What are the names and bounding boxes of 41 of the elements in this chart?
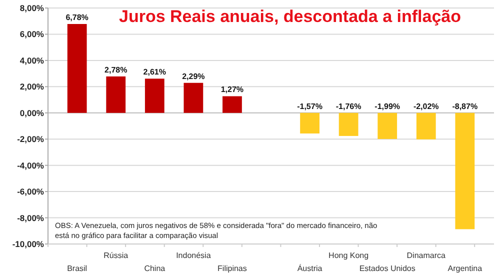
bar [300,112,320,134]
y-tick-label: 2,00% [20,82,44,92]
x-tick-label: Estados Unidos [359,264,416,273]
data-label: -1,57% [297,102,322,111]
data-label: -1,99% [374,102,400,111]
x-tick-label: Brasil [67,264,88,273]
bar [416,112,436,140]
data-label: -8,87% [452,102,478,111]
y-tick-label: -2,00% [17,134,44,144]
y-tick-label: 0,00% [20,108,44,118]
bar [222,96,242,113]
x-tick-label: Indonésia [176,251,212,260]
y-tick-label: 6,00% [20,29,44,40]
data-label: 2,61% [143,68,166,77]
bar [144,78,164,113]
chart-title: Juros Reais anuais, descontada a inflação [118,7,462,26]
x-tick-label: Argentina [448,264,483,273]
data-label: 2,78% [104,65,128,74]
y-tick-label: -6,00% [17,186,44,197]
data-label: 1,27% [220,85,244,94]
x-tick-label: China [144,264,166,273]
bar [106,76,126,113]
x-tick-label: Hong Kong [328,251,369,260]
bar [67,24,87,113]
x-tick-label: Filipinas [218,264,247,273]
data-label: -1,76% [336,102,362,111]
y-tick-label: -10,00% [12,238,44,249]
bar [378,112,398,139]
data-label: 6,78% [66,12,88,22]
y-tick-label: -8,00% [17,212,44,223]
y-tick-label: -4,00% [17,160,44,170]
bar [455,112,475,230]
y-tick-label: 8,00% [20,2,44,13]
x-tick-label: Dinamarca [406,251,446,260]
x-tick-label: Áustria [297,264,323,273]
x-tick-label: Rússia [104,251,129,260]
data-label: 2,29% [182,72,205,81]
bar [184,82,204,113]
y-tick-label: 4,00% [20,55,44,66]
bar [338,112,358,136]
data-label: -2,02% [413,102,439,111]
